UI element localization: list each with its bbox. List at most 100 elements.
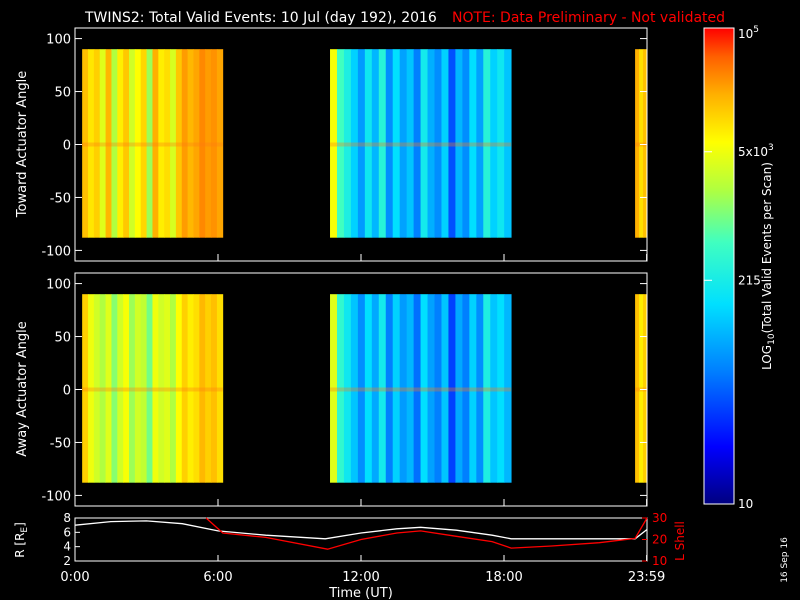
away-heatmap-column [199,294,206,483]
away-heatmap-column [123,294,130,483]
colorbar-label: LOG10(Total Valid Events per Scan) [760,162,777,370]
toward-heatmap-column [146,49,153,238]
toward-heatmap-column [392,49,401,238]
toward-heatmap-column [187,49,194,238]
toward-heatmap-column [134,49,142,238]
time-xlabel: Time (UT) [328,586,393,600]
toward-heatmap-column [336,49,345,238]
away-heatmap-column [441,294,449,483]
away-heatmap-column [434,294,442,483]
toward-heatmap-column [469,49,477,238]
away-heatmap-column [392,294,401,483]
colorbar-label-sub: 10 [767,333,777,345]
away-heatmap-column [93,294,101,483]
toward-heatmap-column [378,49,387,238]
toward-heatmap-column [111,49,118,238]
away-heatmap-column [336,294,345,483]
away-heatmap-column [357,294,366,483]
toward-heatmap-column [364,49,373,238]
away-center-band [330,387,512,392]
time-xtick-label: 0:00 [60,570,89,585]
radius-label-sub: E [20,527,30,533]
toward-heatmap-column [199,49,206,238]
away-heatmap-column [170,294,177,483]
toward-heatmap-column [448,49,456,238]
away-heatmap-column [140,294,147,483]
away-heatmap-column [635,294,640,483]
away-heatmap-column [490,294,498,483]
away-heatmap-column [399,294,408,483]
toward-heatmap-column [385,49,394,238]
time-xtick-label: 18:00 [485,570,522,585]
toward-heatmap-column [427,49,435,238]
away-heatmap-column [413,294,421,483]
away-ytick-label: -50 [50,436,71,451]
lshell-ytick-label: 20 [652,533,667,547]
away-heatmap-column [462,294,470,483]
toward-center-band [330,142,512,147]
away-heatmap-column [469,294,477,483]
toward-heatmap-panel: Toward Actuator Angle 100 50 0 -50 -100 [15,27,648,262]
colorbar-gradient [703,27,735,505]
toward-heatmap-column [181,49,189,238]
toward-heatmap-column [497,49,505,238]
toward-heatmap-column [211,49,218,238]
away-heatmap-column [639,294,644,483]
toward-heatmap-column [420,49,428,238]
toward-heatmap-column [140,49,147,238]
toward-heatmap-column [413,49,421,238]
toward-heatmap-column [371,49,380,238]
away-heatmap-column [483,294,491,483]
radius-label-close: ] [13,522,27,527]
colorbar-tick-label: 105 [738,25,759,41]
away-ylabel: Away Actuator Angle [15,321,30,456]
away-center-band [82,387,223,392]
away-heatmap-column [82,294,89,483]
away-heatmap-column [187,294,194,483]
toward-ytick-label: 0 [63,139,71,154]
away-heatmap-column [205,294,212,483]
away-heatmap-column [99,294,106,483]
lshell-series-line [205,517,648,550]
toward-ytick-label: 100 [46,33,71,48]
colorbar-label-rest: (Total Valid Events per Scan) [760,162,774,333]
away-heatmap-column [152,294,159,483]
toward-heatmap-column [490,49,498,238]
toward-heatmap-column [129,49,136,238]
radius-ytick-label: 4 [63,540,71,554]
away-ytick-label: 100 [46,278,71,293]
toward-heatmap-column [205,49,212,238]
toward-heatmap-column [216,49,224,238]
away-heatmap-column [343,294,352,483]
toward-heatmap-column [399,49,408,238]
toward-heatmap-column [152,49,159,238]
away-heatmap-column [427,294,435,483]
toward-ytick-label: 50 [54,86,71,101]
toward-heatmap-column [455,49,463,238]
colorbar-label-log: LOG [760,345,774,370]
away-heatmap-column [364,294,373,483]
toward-heatmap-column [82,49,89,238]
toward-heatmap-column [476,49,484,238]
toward-ylabel: Toward Actuator Angle [15,71,30,218]
orbit-lshell-ylabel: L Shell [673,521,687,561]
away-heatmap-column [455,294,463,483]
toward-heatmap-column [88,49,95,238]
away-heatmap-column [175,294,183,483]
away-heatmap-column [350,294,359,483]
away-heatmap-column [134,294,142,483]
radius-ytick-label: 2 [63,554,71,568]
colorbar-tick-label: 5x103 [738,143,774,159]
away-heatmap-column [504,294,512,483]
away-heatmap-column [111,294,118,483]
away-heatmap-column [88,294,95,483]
toward-heatmap-column [350,49,359,238]
time-xtick-label: 23:59 [628,570,665,585]
toward-heatmap-column [483,49,491,238]
away-heatmap-column [211,294,218,483]
time-xtick-label: 12:00 [342,570,379,585]
footer-date: 16 Sep 16 [780,537,790,583]
toward-heatmap-column [175,49,183,238]
